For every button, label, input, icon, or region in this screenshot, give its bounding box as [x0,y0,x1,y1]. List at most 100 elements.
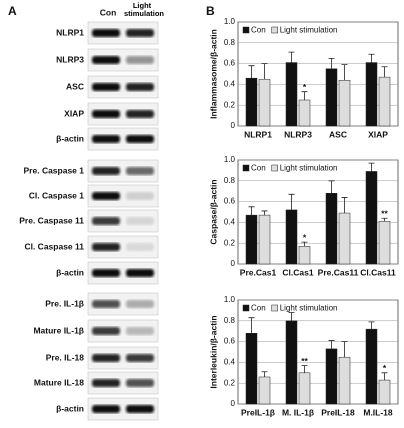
blot-label: XIAP [64,108,84,118]
blot-frame [87,75,159,99]
blot-frame [87,371,159,395]
blot-frame [87,397,159,421]
error-bar [341,197,348,214]
blot-band [126,110,154,118]
legend-swatch [271,304,278,312]
bar [245,214,258,265]
panel-label: A [8,4,17,18]
bar [325,68,338,127]
x-tick-label: Pre.Cas1 [240,267,277,277]
blot-label: β-actin [56,267,84,277]
bar [365,328,378,405]
bar [338,79,351,127]
blot-band [92,110,120,118]
x-tick-label: Cl.Cas1 [282,267,313,277]
legend-swatch [242,164,250,172]
error-bar [368,53,375,63]
x-tick-label: M. IL-1β [282,407,314,417]
legend-swatch [242,304,250,312]
error-bar [261,63,268,80]
y-tick-label: 0.4 [224,358,236,367]
blot-band [92,269,120,277]
bar [245,333,258,405]
bar [285,320,298,405]
blot-band [126,29,154,37]
bar [285,62,298,127]
blot-band [92,217,120,225]
blot-band [92,83,120,91]
blot-band [92,379,120,387]
error-bar [301,365,308,373]
legend-label: Light stimulation [280,304,338,313]
blot-frame [87,292,159,316]
blot-band [92,29,120,37]
error-bar [328,180,335,194]
error-bar [248,65,255,79]
annotation: ** [381,208,388,218]
y-tick-label: 0.2 [224,100,236,109]
y-tick-label: 0.8 [224,316,236,325]
bar [338,356,351,405]
blot-frame [87,235,159,259]
blot-frame [87,21,159,45]
y-tick-label: 0.6 [224,59,236,68]
blot-frame [87,102,159,126]
y-tick-label: 1.0 [224,17,236,26]
blot-label: NLRP3 [56,54,84,64]
blot-label: Pre. Caspase 11 [19,215,84,225]
y-tick-label: 0 [231,259,236,268]
error-bar [368,321,375,330]
blot-band [92,300,120,308]
blot-frame [87,184,159,208]
error-bar [341,341,348,358]
bar [258,376,271,405]
error-bar [301,241,308,247]
blot-band [126,167,154,175]
error-bar [381,217,388,222]
error-bar [328,58,335,69]
bar [325,348,338,405]
blot-band [126,135,154,143]
blot-frame [87,209,159,233]
blot-band [92,56,120,64]
blot-label: Cl. Caspase 11 [24,241,84,251]
error-bar [301,91,308,100]
column-label: Light stimulation [124,1,165,18]
y-axis-label: Inflammasome/β-actin [208,29,218,119]
panel-label: B [206,4,215,18]
annotation: ** [301,356,308,366]
error-bar [328,340,335,349]
x-tick-label: ASC [329,129,347,139]
blot-band [126,56,154,64]
y-tick-label: 0 [231,399,236,408]
blot-band [126,379,154,387]
bar [245,77,258,127]
y-tick-label: 0.2 [224,238,236,247]
y-axis-label: Caspase/β-actin [208,179,218,244]
blot-band [92,192,120,200]
error-bar [248,206,255,216]
legend-label: Con [251,164,266,173]
x-tick-label: Cl.Cas11 [360,267,396,277]
bar [325,193,338,265]
legend-label: Light stimulation [280,26,338,35]
x-tick-label: NLRP3 [284,129,312,139]
annotation: * [303,232,307,242]
error-bar [288,312,295,321]
blot-band [92,167,120,175]
error-bar [381,372,388,381]
error-bar [248,317,255,334]
x-tick-label: PreIL-18 [321,407,355,417]
legend-swatch [271,164,278,172]
y-tick-label: 0 [231,121,236,130]
column-label: Con [100,7,117,17]
error-bar [288,51,295,63]
error-bar [288,193,295,210]
error-bar [368,162,375,172]
bar [365,62,378,127]
bar [378,221,391,265]
bar [258,214,271,265]
blot-band [126,327,154,335]
y-tick-label: 1.0 [224,295,236,304]
